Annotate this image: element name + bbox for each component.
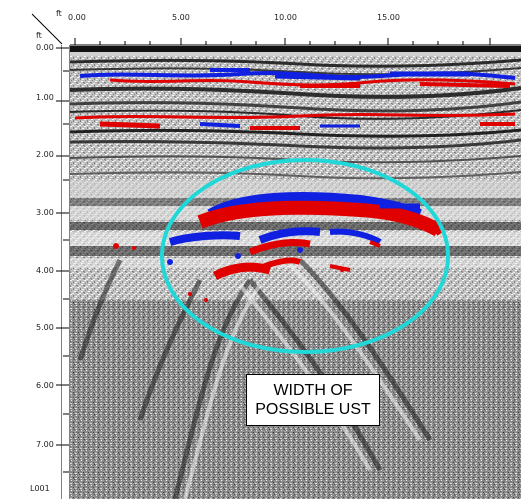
axis-corner: ft ft [31, 9, 63, 45]
y-tick-label: 3.00 [36, 208, 54, 217]
y-tick-label: 4.00 [36, 266, 54, 275]
radargram-image [69, 46, 521, 499]
annotation-line-1: WIDTH OF [273, 382, 353, 399]
x-tick-label: 0.00 [68, 13, 86, 22]
x-tick-label: 5.00 [172, 13, 190, 22]
annotation-label-box: WIDTH OF POSSIBLE UST [246, 374, 380, 426]
x-axis-unit: ft [56, 9, 62, 18]
y-axis-unit: ft [36, 31, 42, 40]
left-axis-ruler: 0.00 1.00 2.00 3.00 4.00 5.00 6.00 7.00 [36, 43, 70, 499]
ust-highlight-ellipse [160, 158, 450, 354]
x-tick-label: 10.00 [274, 13, 297, 22]
annotation-line-2: POSSIBLE UST [255, 401, 371, 418]
x-tick-label: 15.00 [377, 13, 400, 22]
top-axis-ruler: 0.00 5.00 10.00 15.00 [68, 13, 521, 46]
y-tick-label: 0.00 [36, 43, 54, 52]
y-tick-label: 2.00 [36, 150, 54, 159]
y-tick-label: 7.00 [36, 440, 54, 449]
y-tick-label: 6.00 [36, 381, 54, 390]
y-tick-label: 1.00 [36, 93, 54, 102]
y-tick-label: 5.00 [36, 323, 54, 332]
line-id-label: L001 [30, 484, 50, 493]
